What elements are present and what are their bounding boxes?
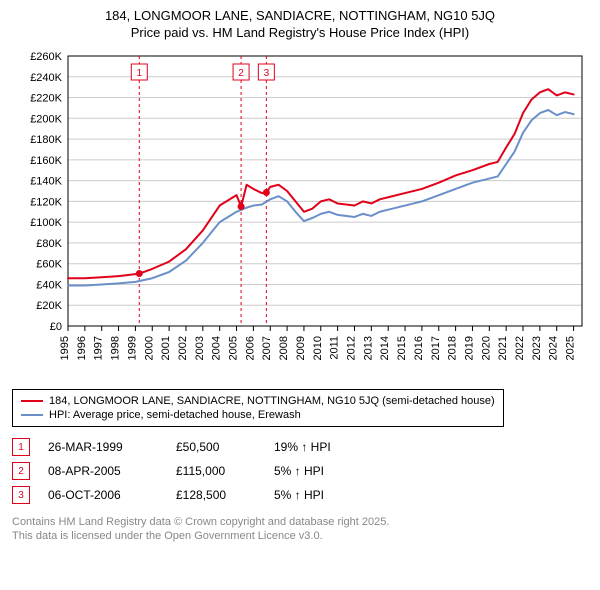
svg-text:2019: 2019 bbox=[463, 336, 475, 360]
transaction-row: 1 26-MAR-1999 £50,500 19% ↑ HPI bbox=[12, 435, 588, 459]
title-line-2: Price paid vs. HM Land Registry's House … bbox=[12, 25, 588, 40]
svg-text:£140K: £140K bbox=[30, 176, 62, 188]
svg-text:2009: 2009 bbox=[295, 336, 307, 360]
svg-text:£60K: £60K bbox=[36, 259, 62, 271]
svg-text:£200K: £200K bbox=[30, 113, 62, 125]
svg-text:2007: 2007 bbox=[261, 336, 273, 360]
chart-container: 184, LONGMOOR LANE, SANDIACRE, NOTTINGHA… bbox=[0, 0, 600, 552]
footnote-line-2: This data is licensed under the Open Gov… bbox=[12, 529, 588, 543]
title-block: 184, LONGMOOR LANE, SANDIACRE, NOTTINGHA… bbox=[12, 8, 588, 40]
svg-text:£80K: £80K bbox=[36, 238, 62, 250]
transaction-badge: 1 bbox=[12, 438, 30, 456]
svg-text:2006: 2006 bbox=[244, 336, 256, 360]
svg-text:1998: 1998 bbox=[110, 336, 122, 360]
svg-text:2003: 2003 bbox=[194, 336, 206, 360]
svg-text:1999: 1999 bbox=[126, 336, 138, 360]
legend-box: 184, LONGMOOR LANE, SANDIACRE, NOTTINGHA… bbox=[12, 389, 504, 427]
transaction-row: 2 08-APR-2005 £115,000 5% ↑ HPI bbox=[12, 459, 588, 483]
transaction-price: £50,500 bbox=[176, 440, 256, 454]
transaction-price: £128,500 bbox=[176, 488, 256, 502]
svg-text:2014: 2014 bbox=[379, 336, 391, 360]
svg-text:2016: 2016 bbox=[413, 336, 425, 360]
svg-text:2: 2 bbox=[238, 68, 244, 79]
legend-swatch bbox=[21, 414, 43, 416]
footnote-line-1: Contains HM Land Registry data © Crown c… bbox=[12, 515, 588, 529]
svg-text:£180K: £180K bbox=[30, 134, 62, 146]
legend-item: HPI: Average price, semi-detached house,… bbox=[21, 408, 495, 422]
transaction-date: 06-OCT-2006 bbox=[48, 488, 158, 502]
svg-text:2022: 2022 bbox=[514, 336, 526, 360]
svg-text:2011: 2011 bbox=[329, 336, 341, 360]
svg-text:2024: 2024 bbox=[548, 336, 560, 360]
line-chart-svg: £0 £20K £40K £60K £80K £100K £120K £140K £160K £1… bbox=[12, 46, 588, 376]
svg-text:2020: 2020 bbox=[480, 336, 492, 360]
svg-text:2025: 2025 bbox=[565, 336, 577, 360]
transaction-badge: 2 bbox=[12, 462, 30, 480]
svg-text:2023: 2023 bbox=[531, 336, 543, 360]
svg-text:£120K: £120K bbox=[30, 196, 62, 208]
svg-text:£260K: £260K bbox=[30, 51, 62, 63]
legend-item: 184, LONGMOOR LANE, SANDIACRE, NOTTINGHA… bbox=[21, 394, 495, 408]
svg-text:£0: £0 bbox=[50, 321, 62, 333]
svg-text:2018: 2018 bbox=[447, 336, 459, 360]
svg-text:2001: 2001 bbox=[160, 336, 172, 360]
footnote: Contains HM Land Registry data © Crown c… bbox=[12, 515, 588, 544]
svg-text:2008: 2008 bbox=[278, 336, 290, 360]
svg-text:2005: 2005 bbox=[228, 336, 240, 360]
svg-text:1: 1 bbox=[137, 68, 143, 79]
svg-text:£160K: £160K bbox=[30, 155, 62, 167]
svg-text:1997: 1997 bbox=[93, 336, 105, 360]
svg-text:3: 3 bbox=[264, 68, 270, 79]
transaction-delta: 19% ↑ HPI bbox=[274, 440, 374, 454]
svg-text:2021: 2021 bbox=[497, 336, 509, 360]
svg-text:2017: 2017 bbox=[430, 336, 442, 360]
legend-label: HPI: Average price, semi-detached house,… bbox=[49, 409, 301, 421]
transaction-delta: 5% ↑ HPI bbox=[274, 464, 374, 478]
svg-text:£240K: £240K bbox=[30, 72, 62, 84]
transaction-delta: 5% ↑ HPI bbox=[274, 488, 374, 502]
svg-text:£100K: £100K bbox=[30, 217, 62, 229]
svg-text:2013: 2013 bbox=[362, 336, 374, 360]
svg-text:2010: 2010 bbox=[312, 336, 324, 360]
svg-text:2000: 2000 bbox=[143, 336, 155, 360]
svg-text:2015: 2015 bbox=[396, 336, 408, 360]
svg-text:2002: 2002 bbox=[177, 336, 189, 360]
svg-text:2004: 2004 bbox=[211, 336, 223, 360]
transaction-date: 08-APR-2005 bbox=[48, 464, 158, 478]
legend-swatch bbox=[21, 400, 43, 402]
svg-text:2012: 2012 bbox=[345, 336, 357, 360]
transaction-date: 26-MAR-1999 bbox=[48, 440, 158, 454]
svg-text:1995: 1995 bbox=[59, 336, 71, 360]
chart-area: £0 £20K £40K £60K £80K £100K £120K £140K £160K £1… bbox=[12, 46, 588, 381]
svg-text:£40K: £40K bbox=[36, 279, 62, 291]
legend-label: 184, LONGMOOR LANE, SANDIACRE, NOTTINGHA… bbox=[49, 395, 495, 407]
transaction-table: 1 26-MAR-1999 £50,500 19% ↑ HPI 2 08-APR-2005… bbox=[12, 435, 588, 507]
svg-text:1996: 1996 bbox=[76, 336, 88, 360]
title-line-1: 184, LONGMOOR LANE, SANDIACRE, NOTTINGHA… bbox=[12, 8, 588, 23]
transaction-badge: 3 bbox=[12, 486, 30, 504]
svg-text:£20K: £20K bbox=[36, 300, 62, 312]
svg-text:£220K: £220K bbox=[30, 93, 62, 105]
transaction-row: 3 06-OCT-2006 £128,500 5% ↑ HPI bbox=[12, 483, 588, 507]
transaction-price: £115,000 bbox=[176, 464, 256, 478]
